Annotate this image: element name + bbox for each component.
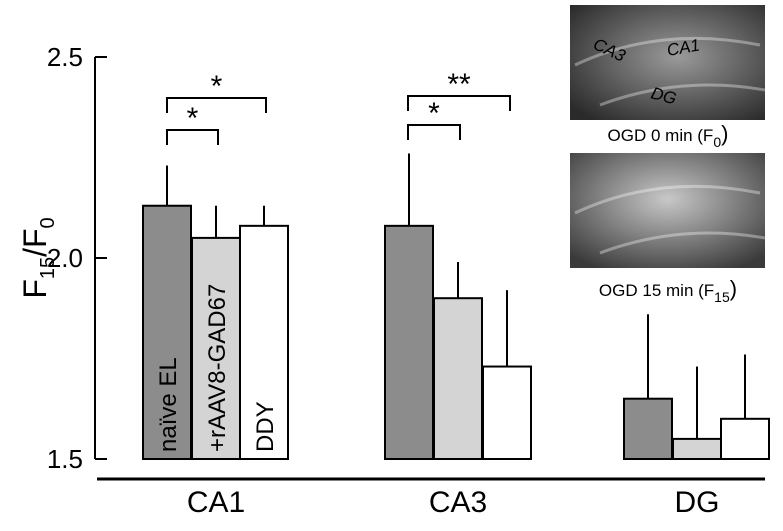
significance-bracket [166, 97, 267, 113]
bar [191, 236, 241, 460]
caption-part: 15 [714, 289, 730, 305]
x-tick-label: CA3 [429, 486, 487, 519]
bar [433, 297, 483, 461]
caption-part: OGD 15 min (F [599, 281, 714, 300]
caption-part: OGD 0 min (F [608, 126, 714, 145]
significance-label: ** [447, 68, 471, 101]
inset-structure [574, 36, 766, 107]
inset-caption: OGD 0 min (F0) [608, 121, 729, 150]
inset-image [570, 5, 765, 120]
y-axis-label: F15/F0 [17, 217, 59, 298]
significance-label: * [428, 97, 440, 130]
significance-bracket [166, 129, 219, 145]
bar [384, 224, 434, 460]
significance-bracket [407, 124, 461, 140]
caption-part: ) [721, 121, 728, 146]
caption-part: ) [730, 276, 737, 301]
legend-label: DDY [252, 401, 279, 452]
y-label-part: 15 [37, 257, 59, 279]
y-label-part: 0 [37, 217, 59, 228]
y-tick-label: 2.5 [47, 42, 83, 72]
legend-label: naïve EL [155, 357, 182, 452]
significance-bracket [407, 95, 511, 111]
x-tick-label: DG [675, 486, 720, 519]
x-tick-label: CA1 [187, 486, 245, 519]
significance-label: * [187, 102, 199, 135]
bar [239, 224, 289, 460]
bar [623, 397, 673, 461]
y-tick-label: 1.5 [47, 444, 83, 474]
y-tick-label: 2.0 [47, 243, 83, 273]
significance-label: * [211, 70, 223, 103]
y-label-part: F [17, 279, 53, 299]
y-label-part: /F [17, 228, 53, 256]
caption-part: 0 [713, 134, 721, 150]
bar [720, 417, 770, 460]
bar [482, 365, 532, 461]
legend-label: +rAAV8-GAD67 [204, 284, 231, 452]
inset-image [570, 153, 765, 268]
inset-structure [574, 184, 766, 255]
bar [672, 437, 722, 460]
inset-caption: OGD 15 min (F15) [599, 276, 737, 305]
